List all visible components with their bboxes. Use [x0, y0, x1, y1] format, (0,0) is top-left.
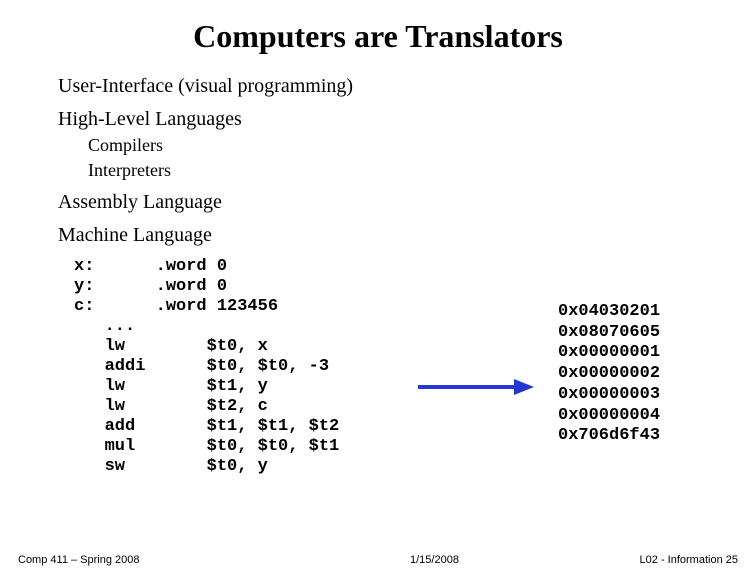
footer-right: L02 - Information 25 — [640, 554, 738, 566]
slide-content: User-Interface (visual programming) High… — [0, 75, 756, 247]
bullet-compilers: Compilers — [88, 135, 726, 156]
bullet-ui: User-Interface (visual programming) — [58, 75, 726, 98]
arrow-icon — [416, 375, 536, 399]
hex-code-block: 0x04030201 0x08070605 0x00000001 0x00000… — [558, 302, 660, 447]
bullet-interpreters: Interpreters — [88, 160, 726, 181]
bullet-ml: Machine Language — [58, 224, 726, 247]
slide-title: Computers are Translators — [0, 0, 756, 65]
bullet-asm: Assembly Language — [58, 191, 726, 214]
footer-mid: 1/15/2008 — [410, 554, 459, 566]
assembly-code-block: x: .word 0 y: .word 0 c: .word 123456 ..… — [74, 257, 339, 478]
footer-left: Comp 411 – Spring 2008 — [18, 554, 140, 566]
bullet-hll: High-Level Languages — [58, 108, 726, 131]
